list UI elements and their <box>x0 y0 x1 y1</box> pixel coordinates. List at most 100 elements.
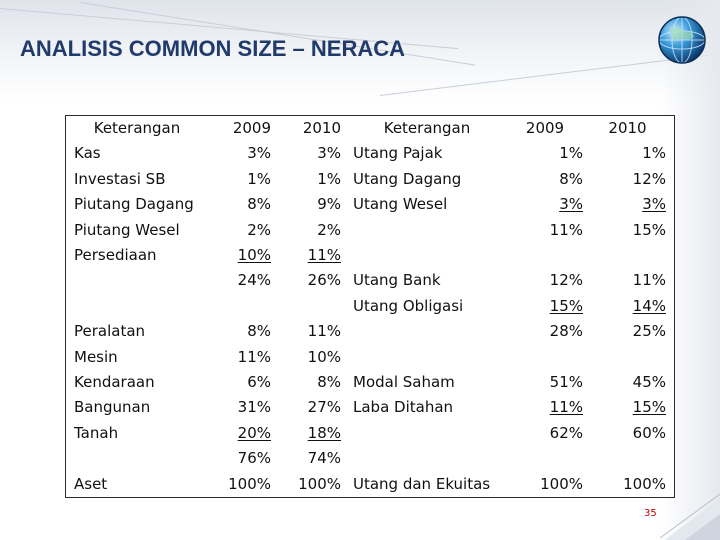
table-cell: 14% <box>632 296 666 315</box>
table-row: Mesin 11% 10% <box>66 345 675 370</box>
table-cell: 6% <box>247 373 271 392</box>
page-number: 35 <box>644 508 657 519</box>
table-cell <box>347 446 507 471</box>
table-row: 76% 74% <box>66 446 675 471</box>
table-cell: Utang Pajak <box>353 144 443 163</box>
table-cell <box>347 218 507 243</box>
table-cell: 15% <box>549 296 583 315</box>
table-cell: 8% <box>247 195 271 214</box>
table-cell: 2% <box>317 220 341 239</box>
table-cell: 9% <box>317 195 341 214</box>
table-cell: 20% <box>237 423 271 442</box>
table-row: Piutang Wesel 2% 2% 11% 15% <box>66 218 675 243</box>
table-cell: 12% <box>632 169 666 188</box>
table-cell: 18% <box>307 423 341 442</box>
table-row: Kas 3% 3% Utang Pajak 1% 1% <box>66 141 675 166</box>
table-row: Bangunan 31% 27% Laba Ditahan 11% 15% <box>66 395 675 420</box>
table-cell: 62% <box>549 423 583 442</box>
table-row: Investasi SB 1% 1% Utang Dagang 8% 12% <box>66 167 675 192</box>
table-cell: Investasi SB <box>74 169 166 188</box>
table-row: Piutang Dagang 8% 9% Utang Wesel 3% 3% <box>66 192 675 217</box>
table-row: Utang Obligasi 15% 14% <box>66 294 675 319</box>
table-cell: Modal Saham <box>353 373 455 392</box>
table-cell: 1% <box>559 144 583 163</box>
table-cell: Piutang Dagang <box>74 195 194 214</box>
table-header-row: Keterangan 2009 2010 Keterangan 2009 201… <box>66 116 675 142</box>
table-cell: 2% <box>247 220 271 239</box>
table-cell: 10% <box>307 347 341 366</box>
table-cell: 76% <box>237 449 271 468</box>
table-cell: 8% <box>317 373 341 392</box>
table-cell <box>66 294 209 319</box>
common-size-table: Keterangan 2009 2010 Keterangan 2009 201… <box>65 115 675 499</box>
table-cell: 60% <box>632 423 666 442</box>
table-cell <box>347 421 507 446</box>
globe-icon <box>658 16 706 64</box>
table-cell: 100% <box>228 474 271 493</box>
table-cell <box>347 345 507 370</box>
table-cell: Aset <box>74 474 108 493</box>
table-cell: 8% <box>247 322 271 341</box>
table-cell: 100% <box>298 474 341 493</box>
table-cell: 1% <box>247 169 271 188</box>
table-cell: 74% <box>307 449 341 468</box>
header-2009-liabilities: 2009 <box>525 119 565 137</box>
background-header <box>0 0 720 100</box>
table-cell: 26% <box>307 271 341 290</box>
header-keterangan-liabilities: Keterangan <box>383 119 471 137</box>
table-cell: 1% <box>317 169 341 188</box>
table-cell: 8% <box>559 169 583 188</box>
table-cell <box>589 345 675 370</box>
table-cell: 51% <box>549 373 583 392</box>
header-2010-assets: 2010 <box>302 119 341 137</box>
table-cell <box>589 243 675 268</box>
table-cell: 3% <box>247 144 271 163</box>
table-cell: 28% <box>549 322 583 341</box>
table-row-total: Aset 100% 100% Utang dan Ekuitas 100% 10… <box>66 472 675 498</box>
table-cell: 11% <box>549 220 583 239</box>
table-cell <box>589 446 675 471</box>
table-cell <box>208 294 277 319</box>
header-keterangan-assets: Keterangan <box>93 119 181 137</box>
table-cell: Mesin <box>74 347 118 366</box>
table-cell <box>507 345 589 370</box>
table-cell: 3% <box>559 195 583 214</box>
table-cell: Kas <box>74 144 101 163</box>
table-cell: Piutang Wesel <box>74 220 180 239</box>
table-cell: 100% <box>540 474 583 493</box>
table-cell: 15% <box>632 220 666 239</box>
table-cell: 11% <box>307 246 341 265</box>
table-cell <box>347 319 507 344</box>
table-cell: Utang Wesel <box>353 195 448 214</box>
table-cell: 3% <box>642 195 666 214</box>
table-cell: 27% <box>307 398 341 417</box>
table-cell: Utang dan Ekuitas <box>353 474 491 493</box>
table-cell: 15% <box>632 398 666 417</box>
table-cell: 11% <box>549 398 583 417</box>
table-cell: 31% <box>237 398 271 417</box>
table-row: Persediaan 10% 11% <box>66 243 675 268</box>
table-cell <box>277 294 347 319</box>
header-2009-assets: 2009 <box>232 119 271 137</box>
table-cell: 11% <box>237 347 271 366</box>
table-cell <box>507 243 589 268</box>
table-cell: Persediaan <box>74 246 157 265</box>
table-cell <box>66 268 209 293</box>
table-cell: 24% <box>237 271 271 290</box>
slide-title: ANALISIS COMMON SIZE – NERACA <box>20 36 406 61</box>
table-cell: 11% <box>307 322 341 341</box>
table-row: Peralatan 8% 11% 28% 25% <box>66 319 675 344</box>
table-cell <box>507 446 589 471</box>
table-cell: Kendaraan <box>74 373 155 392</box>
table-cell <box>66 446 209 471</box>
table-cell <box>347 243 507 268</box>
table-cell: 25% <box>632 322 666 341</box>
table-cell: Laba Ditahan <box>353 398 454 417</box>
corner-decoration <box>659 493 720 540</box>
table-row: 24% 26% Utang Bank 12% 11% <box>66 268 675 293</box>
table-cell: 11% <box>632 271 666 290</box>
table-cell: Utang Dagang <box>353 169 462 188</box>
table-row: Tanah 20% 18% 62% 60% <box>66 421 675 446</box>
table-cell: Utang Obligasi <box>353 296 464 315</box>
table-cell: 10% <box>237 246 271 265</box>
